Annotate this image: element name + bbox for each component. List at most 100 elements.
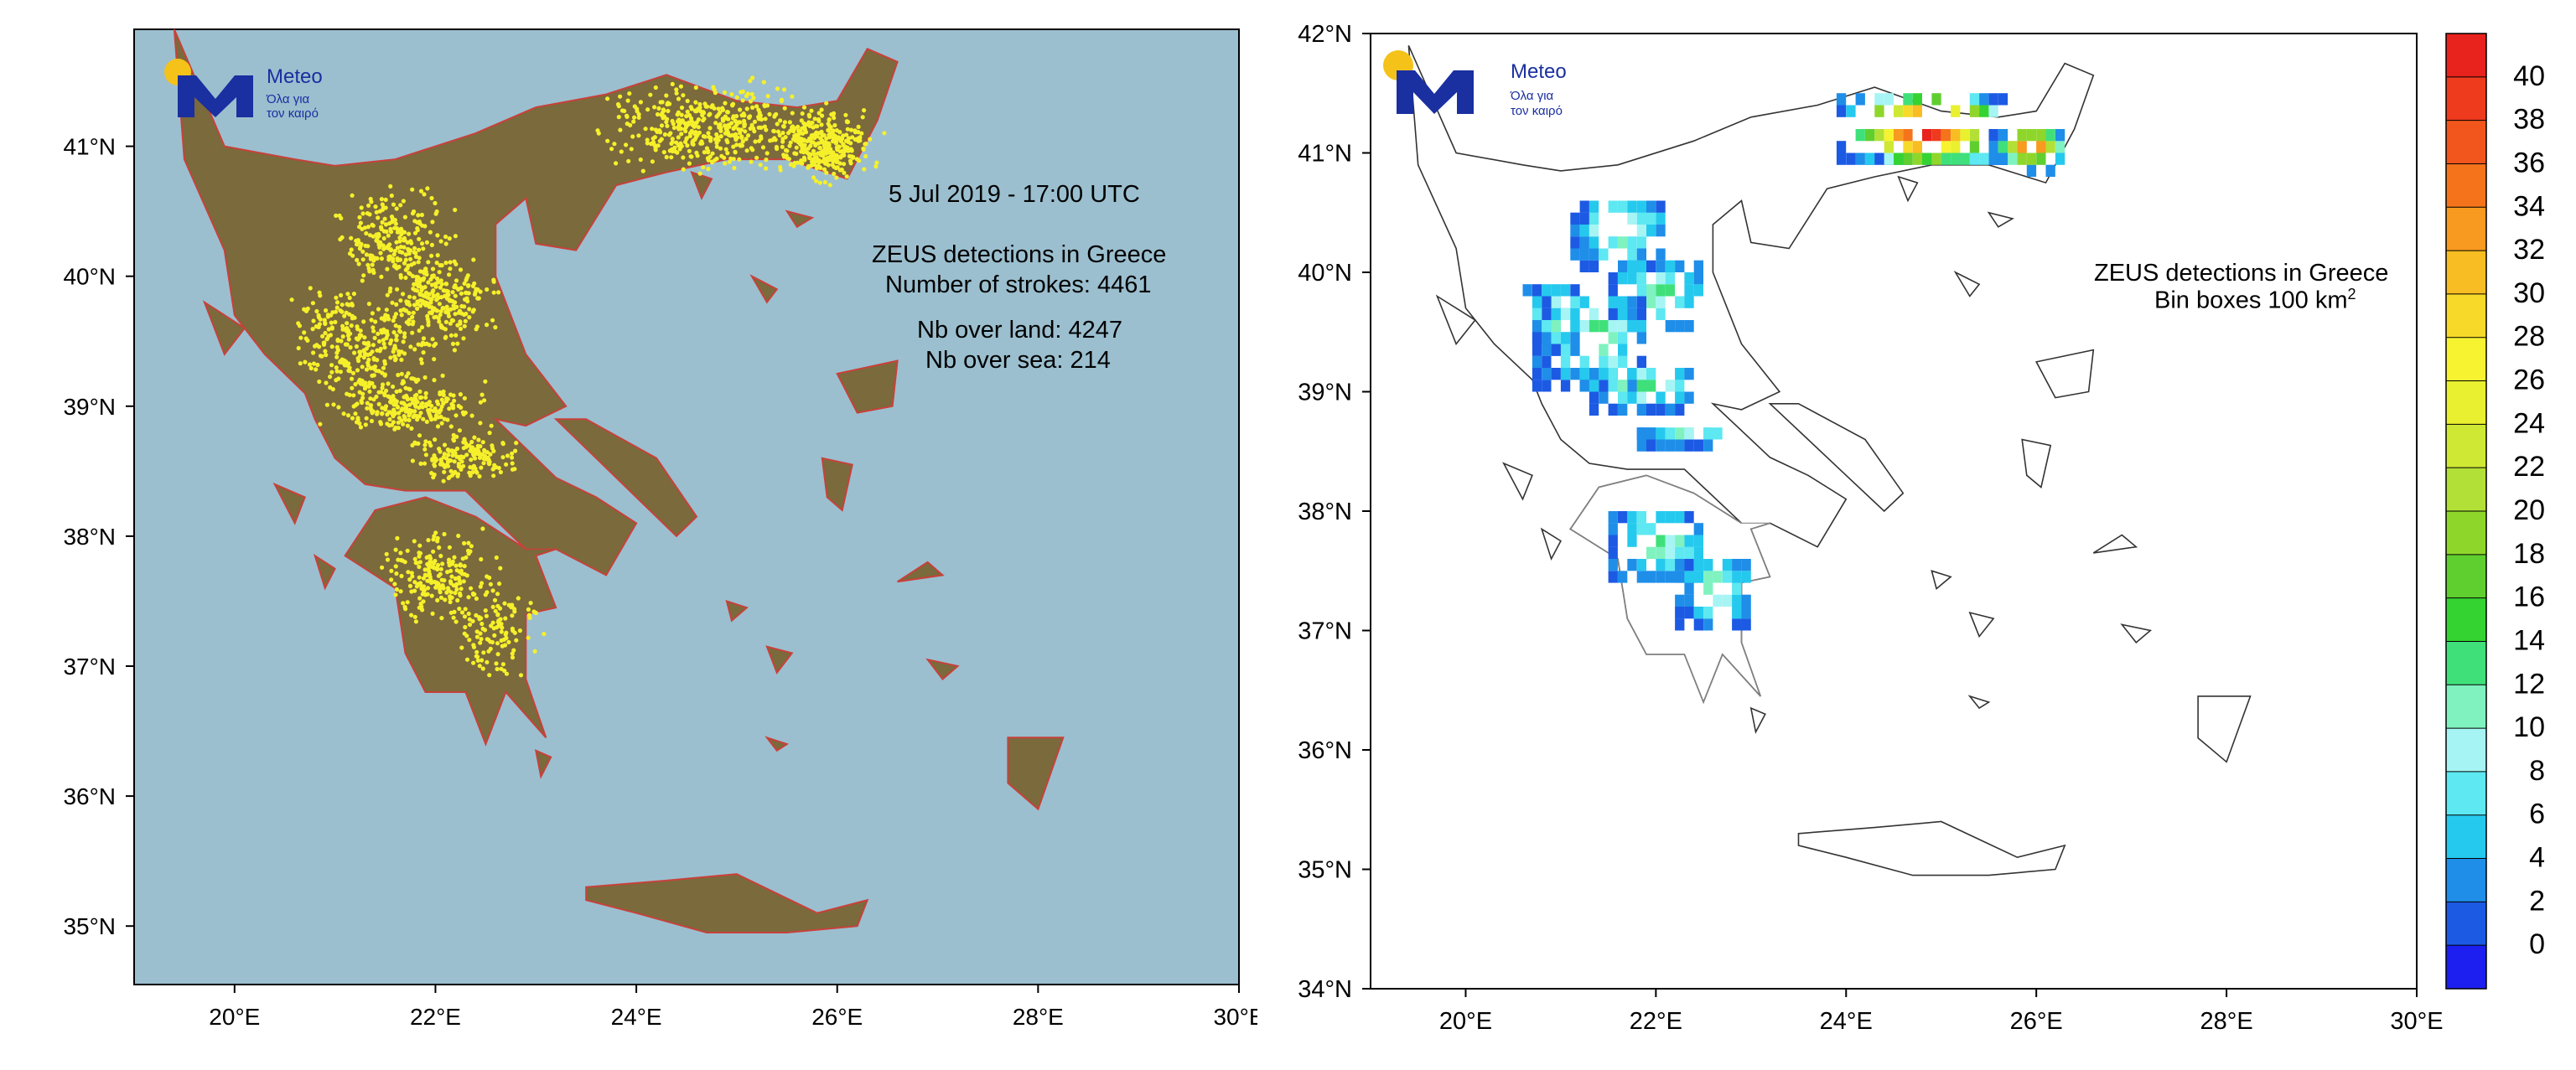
lightning-stroke-dot xyxy=(423,390,428,395)
bin-box xyxy=(1608,355,1618,368)
bin-box xyxy=(1865,129,1875,142)
lightning-stroke-dot xyxy=(307,362,313,367)
bin-box xyxy=(1732,571,1742,583)
lightning-stroke-dot xyxy=(859,131,864,136)
lightning-stroke-dot xyxy=(355,401,360,406)
lightning-stroke-dot xyxy=(418,411,423,416)
lightning-stroke-dot xyxy=(393,592,398,597)
lightning-stroke-dot xyxy=(391,394,396,399)
lightning-stroke-dot xyxy=(367,389,372,394)
lightning-stroke-dot xyxy=(389,577,394,582)
lightning-stroke-dot xyxy=(759,134,764,139)
bin-box xyxy=(1951,129,1961,142)
lightning-stroke-dot xyxy=(380,411,385,416)
lightning-stroke-dot xyxy=(431,549,436,554)
colorbar-segment xyxy=(2446,293,2486,339)
bin-box xyxy=(1551,368,1561,380)
lightning-stroke-dot xyxy=(448,590,454,595)
bin-box xyxy=(1646,380,1656,392)
bin-box xyxy=(1636,248,1646,261)
lightning-stroke-dot xyxy=(387,341,393,346)
lightning-stroke-dot xyxy=(397,235,402,240)
lightning-stroke-dot xyxy=(452,459,457,464)
lightning-stroke-dot xyxy=(638,157,643,163)
island-shape xyxy=(534,749,552,779)
lightning-stroke-dot xyxy=(847,158,853,163)
lightning-stroke-dot xyxy=(408,256,413,261)
lightning-stroke-dot xyxy=(449,401,454,406)
lightning-stroke-dot xyxy=(357,215,362,220)
bin-box xyxy=(1608,284,1618,297)
lightning-stroke-dot xyxy=(418,303,423,308)
lightning-stroke-dot xyxy=(813,142,818,148)
lightning-stroke-dot xyxy=(495,592,500,597)
lightning-stroke-dot xyxy=(485,450,490,455)
bin-box xyxy=(1693,546,1703,559)
bin-box xyxy=(1988,152,1998,165)
lightning-stroke-dot xyxy=(380,330,385,335)
lightning-stroke-dot xyxy=(350,253,355,258)
lightning-stroke-dot xyxy=(407,583,413,589)
lightning-stroke-dot xyxy=(386,381,391,386)
lightning-stroke-dot xyxy=(772,114,777,119)
lightning-stroke-dot xyxy=(666,132,672,137)
lightning-stroke-dot xyxy=(422,442,428,447)
lightning-stroke-dot xyxy=(402,604,407,610)
lightning-stroke-dot xyxy=(750,105,755,110)
lightning-stroke-dot xyxy=(454,583,459,588)
bin-box xyxy=(1998,129,2008,142)
lightning-stroke-dot xyxy=(438,309,443,314)
bin-box xyxy=(2008,152,2018,165)
lightning-stroke-dot xyxy=(366,266,371,271)
bin-box xyxy=(1741,571,1751,583)
bin-box xyxy=(1608,368,1618,380)
bin-box xyxy=(1636,571,1646,583)
bin-box xyxy=(1608,403,1618,416)
lightning-stroke-dot xyxy=(457,606,462,612)
lightning-stroke-dot xyxy=(845,127,850,132)
lightning-stroke-dot xyxy=(688,116,694,121)
lightning-stroke-dot xyxy=(482,447,487,452)
lightning-stroke-dot xyxy=(475,658,480,663)
bin-box xyxy=(1589,391,1599,404)
lightning-stroke-dot xyxy=(494,661,499,666)
bin-box xyxy=(1551,320,1561,333)
bin-box xyxy=(1608,272,1618,285)
lightning-stroke-dot xyxy=(702,101,707,106)
lightning-stroke-dot xyxy=(381,382,386,387)
lightning-stroke-dot xyxy=(788,162,793,167)
lightning-stroke-dot xyxy=(396,557,401,562)
lightning-stroke-dot xyxy=(415,582,420,587)
lightning-stroke-dot xyxy=(409,571,414,576)
lightning-stroke-dot xyxy=(355,368,360,373)
lightning-stroke-dot xyxy=(334,369,339,374)
bin-box xyxy=(1646,225,1656,237)
lightning-stroke-dot xyxy=(473,290,478,295)
lightning-stroke-dot xyxy=(425,186,430,191)
lightning-stroke-dot xyxy=(350,316,355,321)
bin-box xyxy=(1579,296,1589,308)
bin-box xyxy=(2026,129,2037,142)
bin-box xyxy=(1979,105,1989,117)
lightning-stroke-dot xyxy=(752,119,758,124)
lightning-stroke-dot xyxy=(801,105,807,110)
lightning-stroke-dot xyxy=(368,196,373,202)
lightning-stroke-dot xyxy=(367,233,373,238)
lightning-stroke-dot xyxy=(302,307,307,312)
colorbar-label: 10 xyxy=(2513,711,2545,743)
lightning-stroke-dot xyxy=(361,273,366,278)
bin-box xyxy=(1903,93,1913,106)
bin-box xyxy=(1636,284,1646,297)
lightning-stroke-dot xyxy=(708,136,713,141)
lightning-stroke-dot xyxy=(678,84,684,89)
colorbar-segment xyxy=(2446,685,2486,729)
lightning-stroke-dot xyxy=(627,91,632,96)
lightning-stroke-dot xyxy=(435,597,440,603)
lightning-stroke-dot xyxy=(453,234,459,239)
lightning-stroke-dot xyxy=(718,146,723,151)
colorbar-label: 12 xyxy=(2513,668,2545,700)
lightning-stroke-dot xyxy=(455,473,460,478)
lightning-stroke-dot xyxy=(362,386,368,391)
lightning-stroke-dot xyxy=(366,302,371,307)
bin-box xyxy=(1951,141,1961,153)
